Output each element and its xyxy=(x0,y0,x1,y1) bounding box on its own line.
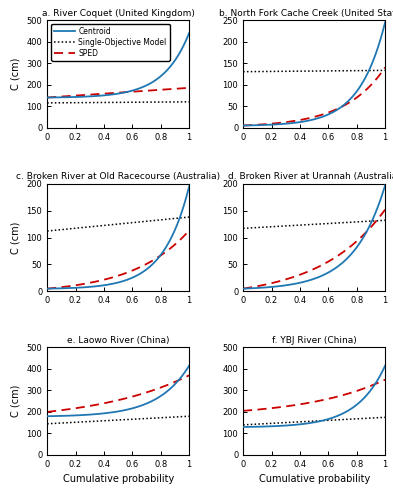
X-axis label: Cumulative probability: Cumulative probability xyxy=(62,474,174,484)
Legend: Centroid, Single-Objective Model, SPED: Centroid, Single-Objective Model, SPED xyxy=(51,24,170,60)
Title: a. River Coquet (United Kingdom): a. River Coquet (United Kingdom) xyxy=(42,9,195,18)
Title: c. Broken River at Old Racecourse (Australia): c. Broken River at Old Racecourse (Austr… xyxy=(16,172,220,182)
Y-axis label: C (cm): C (cm) xyxy=(11,222,21,254)
Title: d. Broken River at Urannah (Australia): d. Broken River at Urannah (Australia) xyxy=(228,172,393,182)
Title: e. Laowo River (China): e. Laowo River (China) xyxy=(67,336,169,345)
Y-axis label: C (cm): C (cm) xyxy=(11,58,21,90)
Y-axis label: C (cm): C (cm) xyxy=(11,385,21,418)
X-axis label: Cumulative probability: Cumulative probability xyxy=(259,474,370,484)
Title: b. North Fork Cache Creek (United States): b. North Fork Cache Creek (United States… xyxy=(219,9,393,18)
Title: f. YBJ River (China): f. YBJ River (China) xyxy=(272,336,356,345)
